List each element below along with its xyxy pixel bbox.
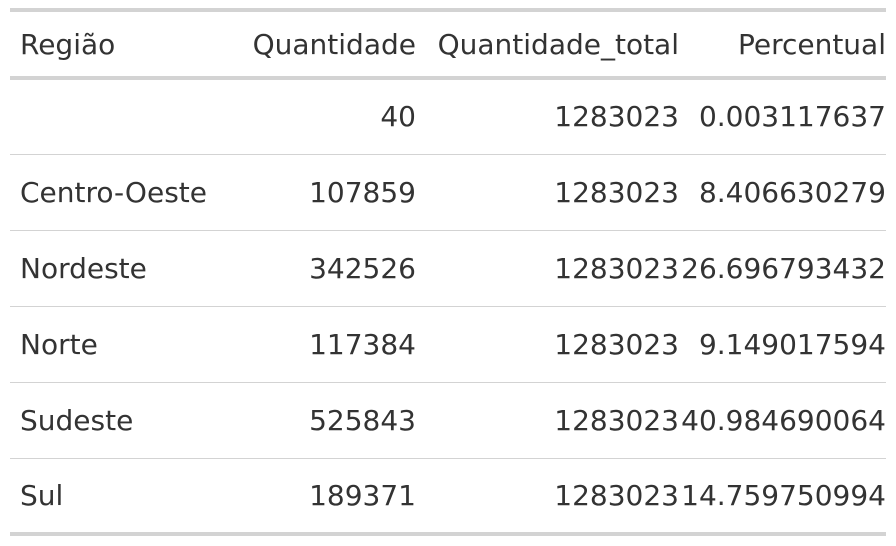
- data-table-container: Região Quantidade Quantidade_total Perce…: [10, 8, 886, 536]
- header-percentual: Percentual: [737, 27, 886, 61]
- cell-quantidade-total: 1283023: [554, 100, 679, 134]
- table-row: 40 1283023 0.003117637: [10, 78, 886, 154]
- cell-quantidade: 189371: [309, 478, 416, 512]
- cell-regiao: Nordeste: [20, 251, 147, 285]
- header-row: Região Quantidade Quantidade_total Perce…: [10, 10, 886, 78]
- cell-quantidade-total: 1283023: [554, 175, 679, 209]
- header-quantidade: Quantidade: [252, 27, 416, 61]
- table-row: Norte 117384 1283023 9.149017594: [10, 306, 886, 382]
- cell-quantidade-total: 1283023: [554, 478, 679, 512]
- table-row: Sul 189371 1283023 14.759750994: [10, 458, 886, 534]
- cell-quantidade: 525843: [309, 403, 416, 437]
- table-body: 40 1283023 0.003117637 Centro-Oeste 1078…: [10, 78, 886, 534]
- cell-quantidade: 107859: [309, 175, 416, 209]
- cell-percentual: 40.984690064: [681, 403, 886, 437]
- cell-percentual: 8.406630279: [698, 175, 886, 209]
- cell-percentual: 14.759750994: [681, 478, 886, 512]
- table-row: Sudeste 525843 1283023 40.984690064: [10, 382, 886, 458]
- table-header: Região Quantidade Quantidade_total Perce…: [10, 10, 886, 78]
- cell-regiao: Sudeste: [20, 403, 134, 437]
- cell-quantidade: 117384: [309, 327, 416, 361]
- header-regiao: Região: [20, 27, 116, 61]
- table-row: Centro-Oeste 107859 1283023 8.406630279: [10, 154, 886, 230]
- cell-quantidade-total: 1283023: [554, 327, 679, 361]
- cell-quantidade: 40: [380, 100, 416, 134]
- regions-table: Região Quantidade Quantidade_total Perce…: [10, 8, 886, 536]
- cell-quantidade-total: 1283023: [554, 251, 679, 285]
- header-quantidade-total: Quantidade_total: [437, 27, 679, 61]
- cell-percentual: 0.003117637: [698, 100, 886, 134]
- cell-regiao: Sul: [20, 478, 64, 512]
- cell-quantidade-total: 1283023: [554, 403, 679, 437]
- cell-regiao: Centro-Oeste: [20, 175, 207, 209]
- cell-percentual: 26.696793432: [681, 251, 886, 285]
- cell-regiao: [10, 78, 230, 154]
- table-row: Nordeste 342526 1283023 26.696793432: [10, 230, 886, 306]
- cell-quantidade: 342526: [309, 251, 416, 285]
- cell-regiao: Norte: [20, 327, 98, 361]
- cell-percentual: 9.149017594: [698, 327, 886, 361]
